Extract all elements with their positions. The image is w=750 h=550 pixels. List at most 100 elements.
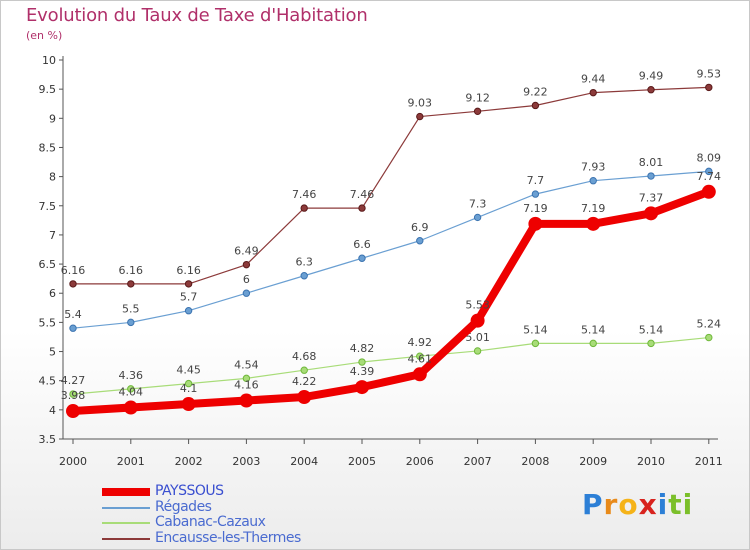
data-label-r-gades: 5.4 [64,308,82,321]
data-point-r-gades [184,307,193,315]
data-label-cabanac-cazaux: 4.27 [61,374,86,387]
data-label-r-gades: 8.09 [697,151,722,164]
chart-title: Evolution du Taux de Taxe d'Habitation [26,5,368,26]
x-tick-label: 2003 [232,455,260,468]
data-point-payssous [66,404,80,419]
legend-item: Cabanac-Cazaux [102,514,362,530]
y-axis-unit-label: (en %) [26,29,63,42]
data-point-cabanac-cazaux [531,339,540,348]
data-label-r-gades: 6.3 [295,256,313,269]
data-point-r-gades [69,324,77,332]
data-label-payssous: 4.61 [408,352,433,365]
x-tick-label: 2000 [59,455,87,468]
data-point-payssous [297,390,312,405]
data-point-r-gades [705,167,713,176]
y-tick-label: 9 [49,112,56,125]
data-point-encausse-les-thermes [647,86,655,94]
data-label-payssous: 7.19 [523,202,548,215]
series-line-r-gades [72,170,710,329]
data-label-cabanac-cazaux: 5.14 [639,323,664,336]
data-label-encausse-les-thermes: 7.46 [292,188,317,201]
data-label-encausse-les-thermes: 6.16 [119,264,144,277]
proxiti-logo: Proxiti [582,488,693,521]
legend-label: Cabanac-Cazaux [155,514,266,530]
data-point-encausse-les-thermes [473,107,482,116]
logo-letter: i [657,488,669,521]
data-label-cabanac-cazaux: 4.36 [119,369,144,382]
data-point-encausse-les-thermes [69,280,77,288]
series-line-encausse-les-thermes [72,86,710,285]
data-label-encausse-les-thermes: 6.16 [176,264,201,277]
data-label-encausse-les-thermes: 9.03 [408,97,433,110]
data-point-cabanac-cazaux [184,379,193,388]
data-point-encausse-les-thermes [184,280,193,288]
logo-letter: i [682,488,694,521]
y-tick-label: 4.5 [39,375,57,388]
y-tick-label: 4 [49,404,56,417]
data-point-cabanac-cazaux [69,390,77,398]
y-tick-label: 3.5 [39,433,57,446]
data-label-cabanac-cazaux: 4.45 [176,364,201,377]
data-point-payssous [412,367,427,382]
data-label-encausse-les-thermes: 9.44 [581,73,606,86]
data-point-cabanac-cazaux [358,358,366,366]
data-label-cabanac-cazaux: 4.82 [350,342,375,355]
legend-label: Encausse-les-Thermes [155,530,301,546]
legend-swatch [102,538,150,540]
data-label-r-gades: 5.7 [180,291,198,304]
x-tick-label: 2011 [695,455,723,468]
y-tick-label: 8.5 [39,141,57,154]
data-point-payssous [470,313,485,328]
data-point-payssous [239,393,254,408]
data-label-payssous: 4.04 [119,386,144,399]
logo-letter: x [638,488,658,521]
series-line-payssous [69,187,713,416]
legend-label: PAYSSOUS [155,483,224,499]
logo-letter: r [603,488,619,521]
data-point-cabanac-cazaux [242,374,251,383]
y-tick-label: 7.5 [39,200,57,213]
data-point-payssous [123,400,138,415]
data-label-encausse-les-thermes: 9.12 [465,91,490,104]
legend-item: Régades [102,499,362,515]
data-point-payssous [701,184,716,199]
data-point-cabanac-cazaux [127,385,135,393]
y-tick-label: 7 [49,229,56,242]
data-point-encausse-les-thermes [589,88,597,97]
x-tick-label: 2001 [117,455,145,468]
legend-swatch [102,522,150,524]
data-label-payssous: 5.53 [465,299,490,312]
data-point-payssous [181,397,196,412]
data-label-payssous: 7.19 [581,202,606,215]
data-label-r-gades: 7.7 [527,174,545,187]
legend-label: Régades [155,499,212,515]
data-label-payssous: 7.37 [639,191,664,204]
data-label-r-gades: 5.5 [122,302,140,315]
y-tick-label: 9.5 [39,83,57,96]
data-label-cabanac-cazaux: 5.01 [465,331,490,344]
data-point-cabanac-cazaux [300,366,308,374]
y-tick-label: 5.5 [39,316,57,329]
data-point-encausse-les-thermes [300,204,308,212]
data-label-cabanac-cazaux: 5.24 [697,318,722,331]
legend-item: Encausse-les-Thermes [102,530,362,546]
data-label-payssous: 4.22 [292,375,317,388]
data-point-r-gades [416,237,424,245]
data-point-r-gades [473,213,482,222]
data-point-r-gades [127,318,135,327]
y-tick-label: 8 [49,171,56,184]
x-tick-label: 2010 [637,455,665,468]
data-label-r-gades: 7.93 [581,161,606,174]
data-label-payssous: 3.98 [61,389,86,402]
data-point-encausse-les-thermes [416,112,424,121]
data-point-r-gades [531,190,540,198]
data-point-encausse-les-thermes [242,260,251,269]
data-label-cabanac-cazaux: 4.92 [408,336,433,349]
data-point-cabanac-cazaux [416,352,424,360]
data-label-payssous: 7.74 [697,170,722,183]
logo-letter: P [582,488,604,521]
data-label-payssous: 4.39 [350,365,375,378]
data-point-r-gades [300,272,308,280]
